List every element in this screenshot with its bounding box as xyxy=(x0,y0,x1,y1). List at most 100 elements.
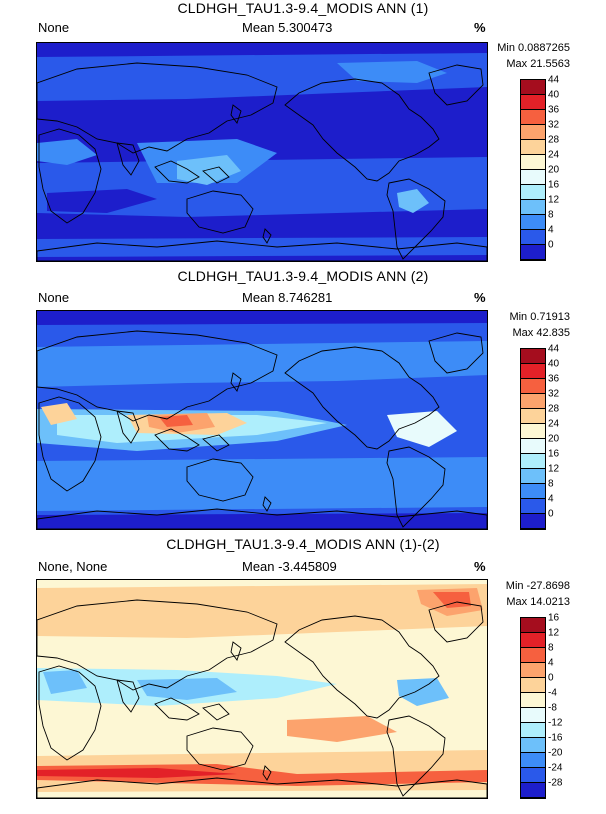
colorbar-tick-label: 28 xyxy=(548,403,560,415)
colorbar-swatch xyxy=(521,185,545,200)
contour-band xyxy=(37,139,97,165)
colorbar-tick-label: 12 xyxy=(548,194,560,206)
colorbar-tick-label: 32 xyxy=(548,388,560,400)
colorbar-swatch xyxy=(521,170,545,185)
contour-band xyxy=(177,155,241,185)
contour-band xyxy=(137,678,237,700)
contour-band xyxy=(37,457,487,511)
colorbar-swatch xyxy=(521,424,545,439)
contour-band xyxy=(397,678,449,706)
coastline xyxy=(284,78,440,182)
contour-band xyxy=(287,716,397,742)
colorbar-tick-label: 8 xyxy=(548,478,554,490)
colorbar-swatch xyxy=(521,499,545,514)
coastline xyxy=(230,104,242,124)
colorbar-tick-label: 32 xyxy=(548,119,560,131)
colorbar-swatch xyxy=(521,454,545,469)
colorbar-swatch xyxy=(521,200,545,215)
colorbar-tick-label: 40 xyxy=(548,358,560,370)
contour-band xyxy=(37,341,487,387)
coastline xyxy=(38,128,102,224)
colorbar-tick-label: 28 xyxy=(548,134,560,146)
panel-left-label: None xyxy=(38,290,70,305)
colorbar-swatch xyxy=(521,349,545,364)
colorbar-tick-label: 8 xyxy=(548,209,554,221)
colorbar-tick-label: 24 xyxy=(548,418,560,430)
colorbar-tick-label: -24 xyxy=(548,762,563,774)
coastline xyxy=(284,346,440,450)
coastline xyxy=(262,228,272,244)
coastline xyxy=(37,599,278,691)
panel-mean-label: Mean 5.300473 xyxy=(242,20,333,35)
colorbar-swatch xyxy=(521,663,545,678)
panel-max-label: Max 21.5563 xyxy=(506,58,570,70)
panel-left-label: None, None xyxy=(38,559,108,574)
coastline xyxy=(154,428,200,452)
colorbar-swatch xyxy=(521,125,545,140)
colorbar-tick-label: -8 xyxy=(548,702,557,714)
colorbar-tick-label: 44 xyxy=(548,74,560,86)
colorbar-swatch xyxy=(521,439,545,454)
colorbar-swatch xyxy=(521,618,545,633)
colorbar-swatch xyxy=(521,484,545,499)
coastline xyxy=(37,240,487,261)
colorbar-tick-label: -4 xyxy=(548,687,557,699)
contour-band xyxy=(337,61,447,83)
colorbar-tick-label: 16 xyxy=(548,448,560,460)
colorbar-tick-label: 8 xyxy=(548,642,554,654)
coastline xyxy=(38,665,102,761)
colorbar-tick-label: 0 xyxy=(548,672,554,684)
colorbar-swatch xyxy=(521,753,545,768)
colorbar-tick-label: 0 xyxy=(548,239,554,251)
coastline xyxy=(186,727,254,771)
coastline xyxy=(262,765,272,781)
coastline xyxy=(154,697,200,721)
colorbar-swatch xyxy=(521,245,545,260)
colorbar-tick-label: 4 xyxy=(548,224,554,236)
panel-min-label: Min -27.8698 xyxy=(505,580,570,592)
colorbar-swatch xyxy=(521,394,545,409)
colorbar-tick-label: -16 xyxy=(548,732,563,744)
coastline xyxy=(262,496,272,512)
colorbar-tick-label: -28 xyxy=(548,777,563,789)
coastline xyxy=(37,777,487,798)
coastline xyxy=(116,142,140,176)
coastline xyxy=(116,679,140,713)
colorbar-swatch xyxy=(521,514,545,529)
map-field xyxy=(37,311,487,529)
contour-band xyxy=(433,592,471,608)
colorbar-tick-label: 12 xyxy=(548,627,560,639)
coastline xyxy=(154,160,200,184)
colorbar-tick-label: 20 xyxy=(548,433,560,445)
colorbar xyxy=(520,348,546,530)
colorbar-tick-label: 16 xyxy=(548,179,560,191)
contour-band xyxy=(41,403,77,425)
panel-title: CLDHGH_TAU1.3-9.4_MODIS ANN (2) xyxy=(177,268,429,284)
map-field xyxy=(37,580,487,798)
colorbar-swatch xyxy=(521,230,545,245)
colorbar-swatch xyxy=(521,678,545,693)
panel-title: CLDHGH_TAU1.3-9.4_MODIS ANN (1)-(2) xyxy=(166,536,440,552)
contour-band xyxy=(37,584,487,638)
panel-unit-label: % xyxy=(474,20,486,35)
colorbar-swatch xyxy=(521,379,545,394)
contour-band xyxy=(37,157,487,217)
colorbar-swatch xyxy=(521,215,545,230)
colorbar-swatch xyxy=(521,110,545,125)
colorbar-swatch xyxy=(521,693,545,708)
colorbar-swatch xyxy=(521,738,545,753)
colorbar xyxy=(520,79,546,261)
coastline xyxy=(284,615,440,719)
map-plot xyxy=(36,310,488,530)
colorbar-tick-label: 24 xyxy=(548,149,560,161)
colorbar-tick-label: -12 xyxy=(548,717,563,729)
colorbar-swatch xyxy=(521,80,545,95)
colorbar-tick-label: 20 xyxy=(548,164,560,176)
colorbar-tick-label: 4 xyxy=(548,657,554,669)
contour-band xyxy=(37,237,487,257)
colorbar-swatch xyxy=(521,140,545,155)
coastline xyxy=(116,410,140,444)
map-plot xyxy=(36,42,488,262)
colorbar-swatch xyxy=(521,633,545,648)
contour-band xyxy=(47,189,157,213)
